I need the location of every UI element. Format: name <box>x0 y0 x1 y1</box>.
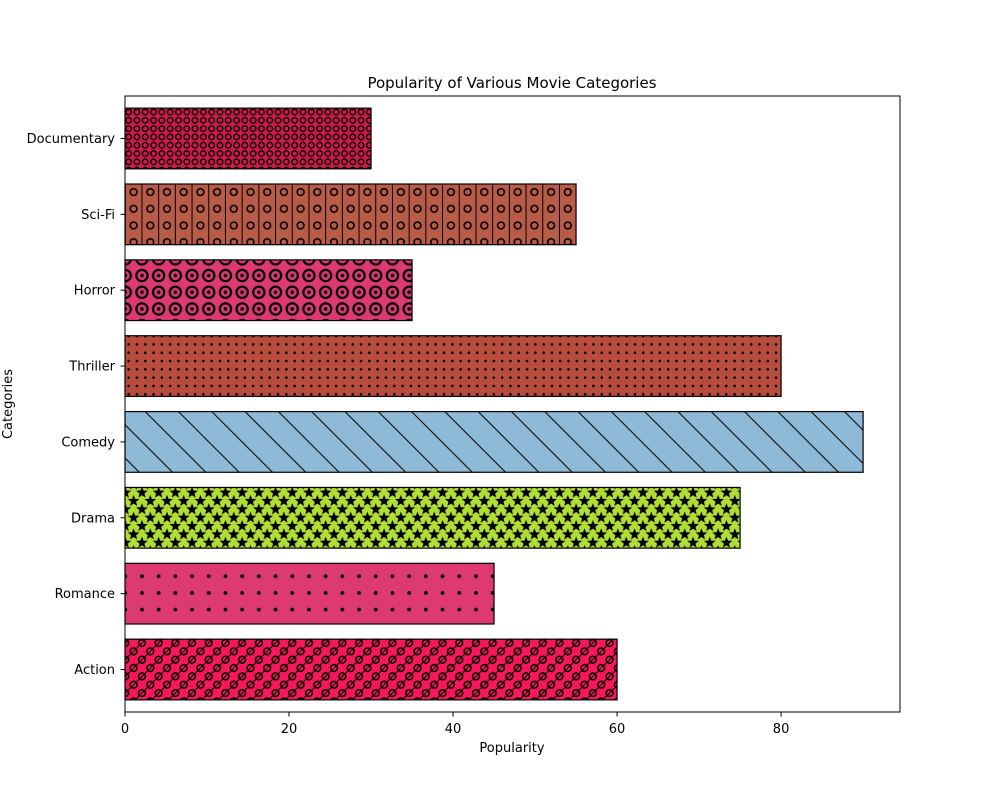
y-tick-label: Thriller <box>68 360 115 375</box>
chart-title: Popularity of Various Movie Categories <box>367 74 656 92</box>
x-tick-label: 80 <box>773 722 790 737</box>
x-tick-label: 0 <box>121 722 129 737</box>
bar-thriller <box>124 335 782 398</box>
bar-drama <box>124 486 741 549</box>
bar-action <box>124 638 618 701</box>
y-tick-label: Action <box>74 663 115 678</box>
x-tick-label: 60 <box>609 722 626 737</box>
y-tick-label: Romance <box>55 587 115 602</box>
bars-layer <box>124 107 864 701</box>
y-tick-label: Comedy <box>61 435 115 450</box>
x-axis: 0 20 40 60 80 <box>121 712 789 737</box>
y-tick-label: Horror <box>74 284 116 299</box>
y-axis: Action Romance Drama Comedy Thriller Horror Sc… <box>27 132 125 678</box>
y-tick-label: Sci-Fi <box>81 208 115 223</box>
bar-horror <box>124 259 413 322</box>
y-tick-label: Drama <box>71 511 115 526</box>
bar-romance <box>124 562 495 625</box>
plot-frame <box>124 95 901 713</box>
x-tick-label: 20 <box>281 722 298 737</box>
y-tick-label: Documentary <box>27 132 116 147</box>
x-axis-label: Popularity <box>479 741 544 756</box>
bar-documentary <box>124 107 372 170</box>
bar-sci-fi <box>124 183 577 246</box>
x-tick-label: 40 <box>445 722 462 737</box>
bar-comedy <box>124 410 864 473</box>
y-axis-label: Categories <box>1 369 16 439</box>
